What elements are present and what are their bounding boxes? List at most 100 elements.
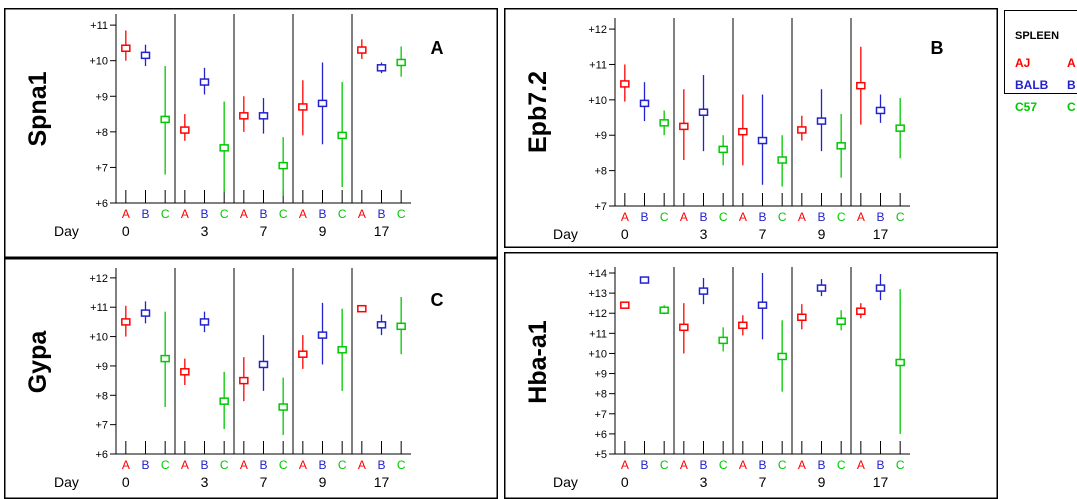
strain-tick-label: A [181, 458, 189, 472]
y-tick-label: +8 [594, 389, 607, 401]
strain-tick-label: A [358, 458, 366, 472]
gene-label: Spna1 [24, 71, 52, 146]
strain-tick-label: A [739, 458, 747, 472]
strain-tick-label: B [876, 458, 884, 472]
strain-tick-label: B [640, 210, 648, 224]
day-label: 17 [873, 226, 889, 242]
legend-title: SPLEEN [1015, 30, 1060, 42]
strain-tick-label: B [876, 210, 884, 224]
strain-tick-label: C [220, 458, 229, 472]
day-label: 9 [818, 474, 826, 490]
day-axis-label: Day [54, 474, 79, 490]
mean-marker [895, 358, 905, 367]
mean-marker [816, 117, 827, 125]
y-tick-label: +10 [588, 95, 607, 107]
strain-tick-label: A [739, 210, 747, 224]
y-tick-label: +10 [89, 332, 108, 344]
strain-tick-label: C [837, 458, 846, 472]
mean-marker [639, 99, 650, 108]
strain-tick-label: B [640, 458, 648, 472]
mean-marker [620, 80, 630, 88]
strain-tick-label: A [857, 210, 865, 224]
strain-tick-label: B [377, 207, 385, 221]
y-tick-label: +11 [90, 20, 108, 32]
strain-tick-label: A [181, 207, 189, 221]
mean-marker [337, 131, 347, 140]
strain-tick-label: A [621, 210, 629, 224]
mean-marker [757, 301, 768, 309]
day-label: 7 [260, 223, 268, 239]
mean-marker [199, 318, 210, 326]
day-label: 9 [319, 474, 327, 490]
panel-border [4, 258, 498, 499]
mean-marker [718, 145, 728, 154]
day-label: 3 [201, 223, 209, 239]
y-tick-label: +11 [589, 59, 607, 71]
mean-marker [298, 350, 308, 358]
strain-tick-label: C [279, 207, 288, 221]
mean-marker [679, 323, 689, 332]
y-tick-label: +11 [589, 328, 607, 340]
strain-tick-label: C [397, 458, 406, 472]
strain-tick-label: B [817, 458, 825, 472]
gene-label: Gypa [24, 330, 52, 394]
mean-marker [258, 360, 269, 369]
day-label: 0 [122, 474, 130, 490]
mean-marker [679, 122, 689, 131]
y-tick-label: +9 [594, 130, 607, 142]
mean-marker [219, 144, 229, 152]
legend-label-c57: C57 [1015, 100, 1038, 114]
strain-tick-label: B [259, 207, 267, 221]
strain-tick-label: A [299, 458, 307, 472]
mean-marker [836, 317, 846, 326]
day-label: 0 [621, 226, 629, 242]
strain-tick-label: C [220, 207, 229, 221]
mean-marker [396, 58, 406, 67]
mean-marker [875, 106, 886, 115]
mean-marker [620, 301, 630, 309]
strain-tick-label: A [122, 458, 130, 472]
strain-tick-label: C [161, 458, 170, 472]
strain-tick-label: B [758, 210, 766, 224]
day-label: 3 [700, 474, 708, 490]
strain-tick-label: A [299, 207, 307, 221]
strain-tick-label: B [141, 207, 149, 221]
legend-code-c57: C [1067, 100, 1076, 114]
strain-tick-label: A [240, 458, 248, 472]
y-tick-label: +14 [588, 268, 607, 280]
legend-label-aj: AJ [1015, 56, 1031, 70]
strain-tick-label: C [778, 458, 787, 472]
legend: SPLEEN AJ A BALB B C57 C [1004, 10, 1077, 114]
mean-marker [278, 161, 288, 170]
strain-tick-label: B [318, 458, 326, 472]
legend-entry-c57: C57 C [1015, 100, 1076, 114]
mean-marker [337, 346, 347, 354]
y-tick-label: +10 [89, 56, 108, 68]
strain-tick-label: C [778, 210, 787, 224]
mean-marker [357, 304, 367, 313]
y-tick-label: +12 [588, 308, 607, 320]
mean-marker [121, 318, 131, 326]
mean-marker [298, 103, 308, 111]
mean-marker [777, 156, 787, 164]
strain-tick-label: B [259, 458, 267, 472]
mean-marker [239, 376, 249, 385]
y-tick-label: +12 [588, 24, 607, 36]
strain-tick-label: B [377, 458, 385, 472]
mean-marker [278, 403, 288, 411]
mean-marker [659, 119, 669, 127]
y-tick-label: +8 [594, 166, 607, 178]
day-label: 17 [374, 223, 390, 239]
strain-tick-label: A [857, 458, 865, 472]
mean-marker [698, 287, 709, 295]
strain-tick-label: A [680, 458, 688, 472]
strain-tick-label: B [200, 458, 208, 472]
legend-entry-aj: AJ A [1015, 56, 1076, 70]
mean-marker [797, 313, 807, 322]
mean-marker [317, 99, 328, 108]
panel-border [4, 8, 498, 258]
